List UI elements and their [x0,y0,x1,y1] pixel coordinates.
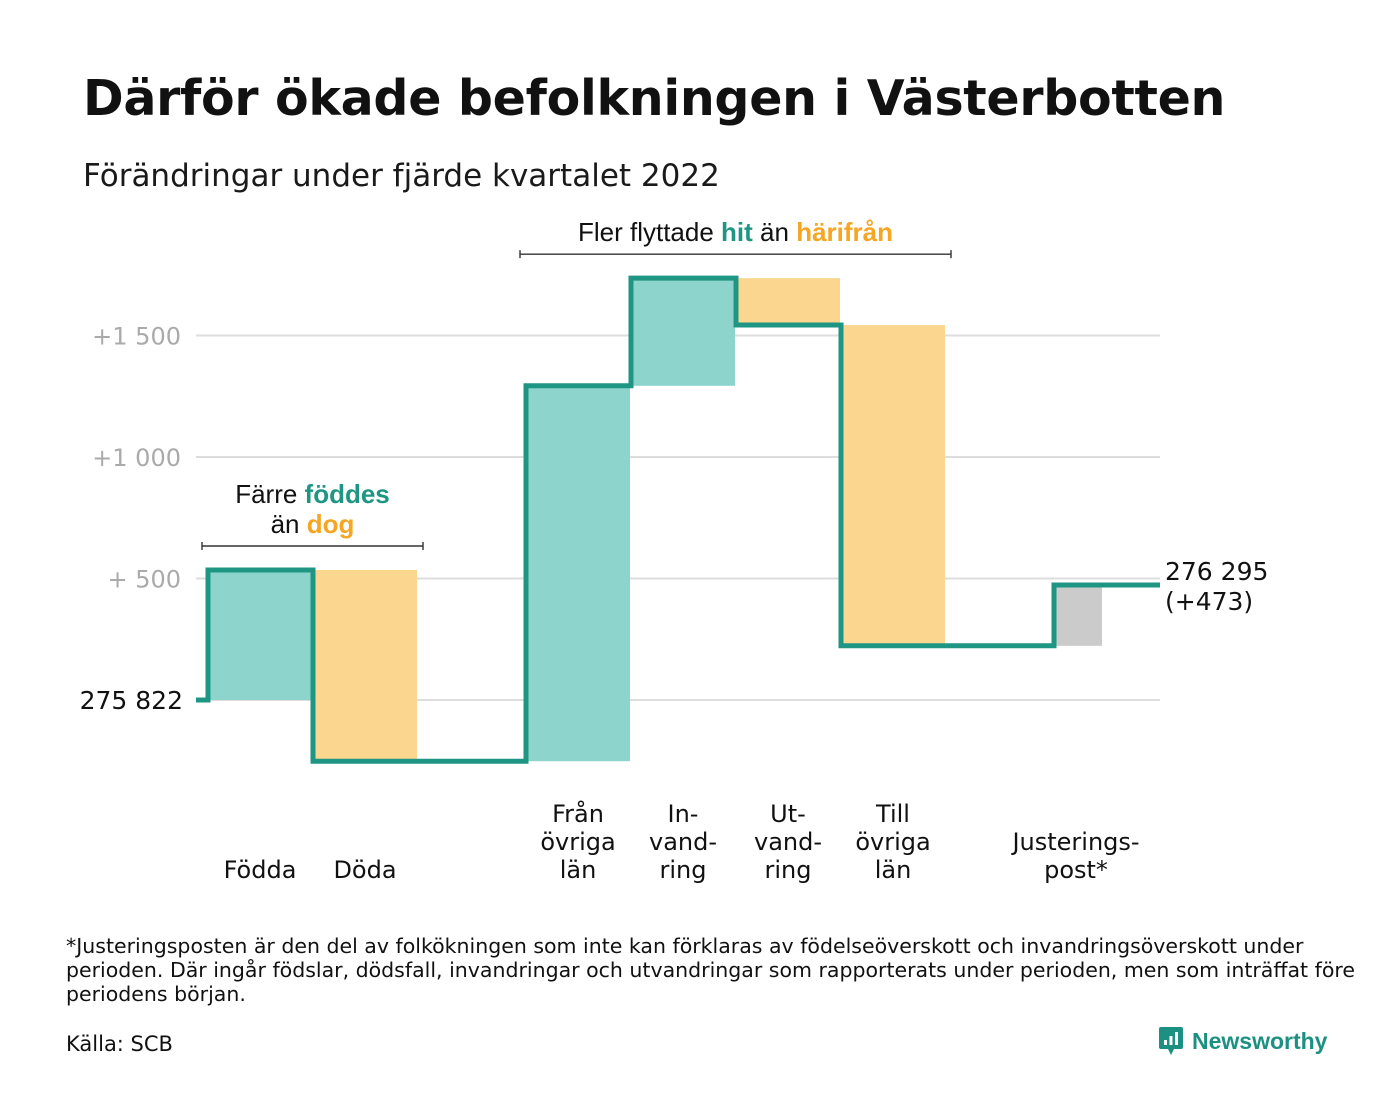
brand-name: Newsworthy [1192,1027,1328,1054]
annotation-segment: föddes [305,479,390,509]
chart-subtitle: Förändringar under fjärde kvartalet 2022 [83,158,720,194]
category-label: län [560,856,597,884]
waterfall-bar [841,325,945,646]
category-label: vand- [649,828,717,856]
category-label: övriga [855,828,930,856]
annotation-segment: än [271,509,307,539]
end-value-label: 276 295 [1165,557,1268,586]
source-note: Källa: SCB [66,1032,173,1056]
annotation-segment: än [753,217,796,247]
y-tick-label: +1 000 [92,444,181,472]
category-label: post* [1044,856,1108,884]
category-label: Justerings- [1010,828,1139,856]
category-label: Födda [224,856,297,884]
footnote: *Justeringsposten är den del av folkökni… [66,934,1355,1006]
waterfall-bar [526,385,630,762]
category-label: vand- [754,828,822,856]
category-label: län [875,856,912,884]
y-tick-label: +1 500 [92,323,181,351]
category-label: ring [660,856,707,884]
category-label: Döda [333,856,396,884]
annotation-segment: dog [307,509,355,539]
category-label: Till [875,800,910,828]
category-label: ring [765,856,812,884]
start-value-label: 275 822 [80,686,183,715]
cumulative-step-line [196,275,1160,764]
category-label: övriga [540,828,615,856]
category-label: Ut- [770,800,806,828]
waterfall-bar [736,278,840,326]
annotation-text: än dog [271,509,355,539]
category-label: In- [668,800,699,828]
annotation-text: Färre föddes [235,479,390,509]
waterfall-bar [631,278,735,386]
waterfall-bar [313,569,417,762]
chart-title: Därför ökade befolkningen i Västerbotten [83,70,1226,127]
annotation-segment: Fler flyttade [578,217,721,247]
waterfall-bar [208,569,312,700]
annotation-text: Fler flyttade hit än härifrån [578,217,893,247]
category-label: Från [552,799,604,828]
end-change-label: (+473) [1165,587,1253,616]
annotation-segment: härifrån [796,217,893,247]
brand-logo: Newsworthy [1158,1026,1327,1056]
y-tick-label: + 500 [107,566,181,594]
newsworthy-logo-icon [1159,1027,1183,1055]
annotation-segment: hit [721,217,753,247]
annotation-segment: Färre [235,479,304,509]
waterfall-bar [1054,585,1102,646]
